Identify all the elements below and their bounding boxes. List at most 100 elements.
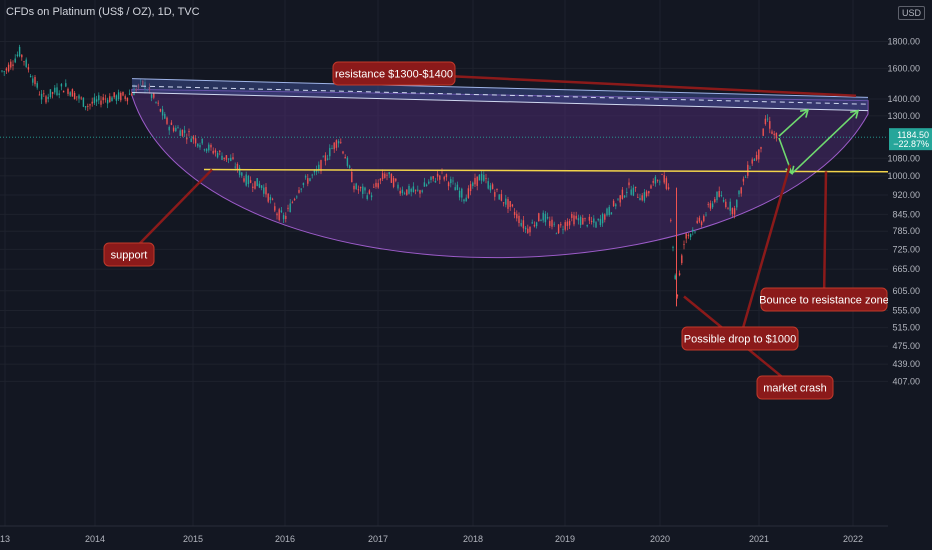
candle (476, 176, 478, 191)
candle (619, 194, 621, 207)
candle (78, 93, 80, 103)
candle (381, 169, 384, 181)
current-price-change: −22.87% (893, 139, 929, 149)
candle (56, 83, 58, 97)
time-tick: 2018 (463, 534, 483, 544)
candle (131, 91, 133, 96)
candle (238, 165, 241, 178)
candle (98, 92, 100, 105)
candle (346, 156, 349, 168)
candle (637, 193, 639, 198)
candle (223, 157, 225, 162)
candle (32, 75, 34, 86)
support-line (203, 168, 889, 173)
candle (199, 142, 201, 150)
candle (126, 97, 129, 105)
candle (29, 73, 32, 78)
candle (311, 173, 313, 179)
candle (663, 170, 665, 185)
candle (509, 201, 511, 211)
resistance-top-line (131, 78, 869, 98)
candle (601, 212, 604, 227)
candle (265, 183, 267, 198)
candle (87, 103, 89, 112)
candle (612, 199, 615, 208)
candle (128, 89, 131, 96)
candle (390, 173, 393, 183)
candle (161, 105, 164, 120)
candle (538, 212, 540, 222)
time-axis[interactable]: 13 2014 2015 2016 2017 2018 2019 2020 2021 2022 (0, 525, 888, 544)
candle (709, 200, 712, 211)
candle (472, 181, 474, 189)
candle (425, 183, 428, 187)
candle (401, 186, 404, 196)
candle (421, 189, 423, 194)
candle (419, 189, 421, 198)
candle (641, 193, 643, 202)
candle (225, 154, 228, 163)
candle (65, 79, 67, 88)
candle (608, 204, 610, 217)
candle (364, 186, 366, 194)
candle (388, 171, 390, 179)
candle (337, 139, 340, 148)
candle (623, 194, 626, 199)
candle (564, 219, 566, 232)
candle (302, 182, 305, 188)
candle (621, 187, 624, 200)
candle (766, 114, 769, 122)
candle (689, 233, 692, 241)
price-tick: 515.00 (892, 323, 920, 333)
candle (190, 135, 192, 143)
candle (186, 133, 188, 144)
candle (62, 90, 65, 93)
candle (560, 221, 562, 228)
candle (434, 177, 437, 183)
candle (628, 178, 630, 189)
candle (252, 183, 254, 193)
candle (626, 187, 628, 198)
candle (412, 182, 415, 193)
candle (318, 161, 320, 174)
chart-title: CFDs on Platinum (US$ / OZ), 1D, TVC (6, 6, 200, 18)
currency-button[interactable]: USD (898, 6, 926, 20)
candle (439, 175, 441, 185)
candle (181, 129, 184, 138)
candle (12, 60, 14, 71)
candle (100, 96, 102, 108)
candle (474, 173, 476, 187)
candle (300, 188, 302, 193)
candle (7, 62, 10, 73)
candle (397, 182, 399, 191)
price-tick: 1300.00 (887, 111, 920, 121)
candle (40, 89, 43, 104)
candle (60, 83, 63, 91)
candle (516, 210, 518, 222)
candle (166, 116, 168, 125)
crash-callout: market crash (756, 375, 834, 400)
candle (595, 221, 597, 228)
candle (366, 192, 368, 201)
candle (707, 201, 709, 208)
time-tick: 13 (0, 534, 10, 544)
candle (760, 146, 762, 153)
candle (205, 148, 208, 154)
candle (370, 192, 373, 201)
candle (276, 212, 278, 220)
candle (219, 149, 221, 156)
price-axis[interactable]: 1800.00 1600.00 1400.00 1300.00 1080.00 1000.… (887, 0, 932, 550)
candle (21, 54, 23, 61)
candle (650, 184, 652, 189)
candle (375, 179, 377, 189)
candle (744, 175, 747, 178)
candle (456, 181, 459, 191)
svg-text:Bounce to resistance zone: Bounce to resistance zone (759, 295, 889, 307)
bounce-callout: Bounce to resistance zone (759, 287, 889, 312)
candle (379, 178, 382, 185)
candle (755, 151, 758, 162)
candle (571, 211, 573, 222)
candle (463, 198, 465, 204)
candle (485, 173, 487, 184)
